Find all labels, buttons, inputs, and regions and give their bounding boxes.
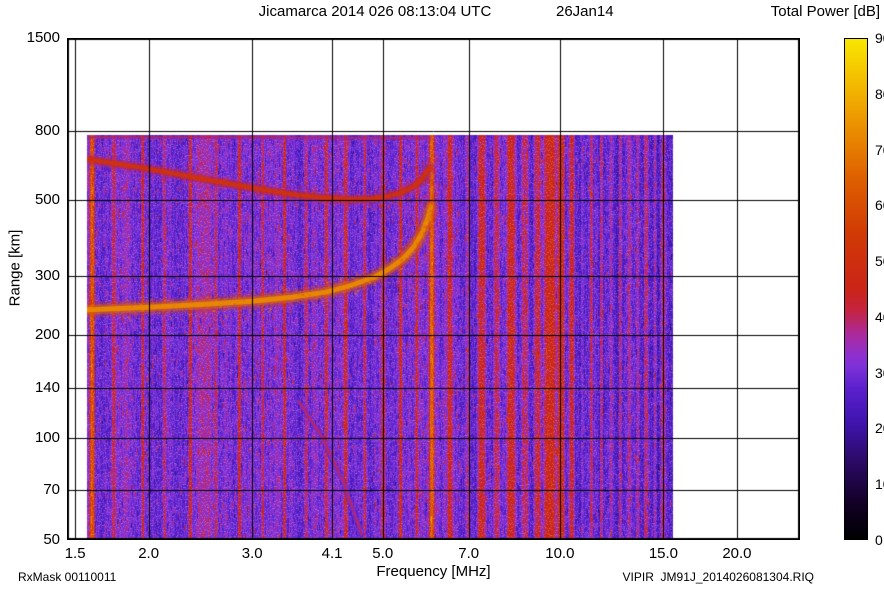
y-tick-label: 140 xyxy=(34,379,60,397)
y-tick-label: 100 xyxy=(34,428,60,446)
y-tick-label: 500 xyxy=(34,191,60,209)
colorbar-tick-label: 10 xyxy=(875,476,884,493)
x-tick-label: 10.0 xyxy=(545,545,575,562)
plot-title: Jicamarca 2014 026 08:13:04 UTC xyxy=(258,3,492,20)
x-tick-label: 7.0 xyxy=(458,545,480,562)
colorbar-tick-label: 90 xyxy=(875,30,884,46)
x-axis-tick-labels: 1.5 2.0 3.0 4.1 5.0 7.0 10.0 15.0 20.0 xyxy=(0,545,884,565)
colorbar-tick-label: 80 xyxy=(875,85,884,102)
x-tick-label: 15.0 xyxy=(648,545,679,562)
colorbar-tick-label: 60 xyxy=(875,197,884,214)
colorbar-gradient xyxy=(844,38,868,540)
y-tick-label: 800 xyxy=(34,121,60,139)
x-tick-label: 4.1 xyxy=(321,545,343,562)
colorbar-tick-labels: 0 10 20 30 40 50 60 70 80 90 xyxy=(875,0,884,595)
y-tick-label: 70 xyxy=(43,481,60,499)
x-tick-label: 3.0 xyxy=(241,545,263,562)
ionogram-heatmap xyxy=(67,38,800,540)
colorbar-title: Total Power [dB] xyxy=(770,3,880,20)
x-tick-label: 1.5 xyxy=(64,545,86,562)
x-tick-label: 5.0 xyxy=(372,545,394,562)
y-tick-label: 200 xyxy=(34,326,60,344)
x-axis-label: Frequency [MHz] xyxy=(376,563,491,580)
filename-label: VIPIR JM91J_2014026081304.RIQ xyxy=(622,570,814,584)
colorbar-tick-label: 0 xyxy=(875,532,883,548)
y-axis-tick-labels: 1500 800 500 300 200 140 100 70 50 xyxy=(0,0,62,595)
plot-date: 26Jan14 xyxy=(556,3,614,20)
colorbar-tick-label: 40 xyxy=(875,308,884,325)
colorbar-tick-label: 70 xyxy=(875,141,884,158)
rxmask-label: RxMask 00110011 xyxy=(18,570,117,584)
colorbar-tick-label: 50 xyxy=(875,253,884,270)
x-tick-label: 20.0 xyxy=(722,545,752,562)
colorbar-tick-label: 30 xyxy=(875,364,884,381)
y-tick-label: 50 xyxy=(43,531,60,548)
y-tick-label: 1500 xyxy=(26,29,60,46)
y-tick-label: 300 xyxy=(34,266,60,284)
x-tick-label: 2.0 xyxy=(138,545,160,562)
colorbar-tick-label: 20 xyxy=(875,420,884,437)
